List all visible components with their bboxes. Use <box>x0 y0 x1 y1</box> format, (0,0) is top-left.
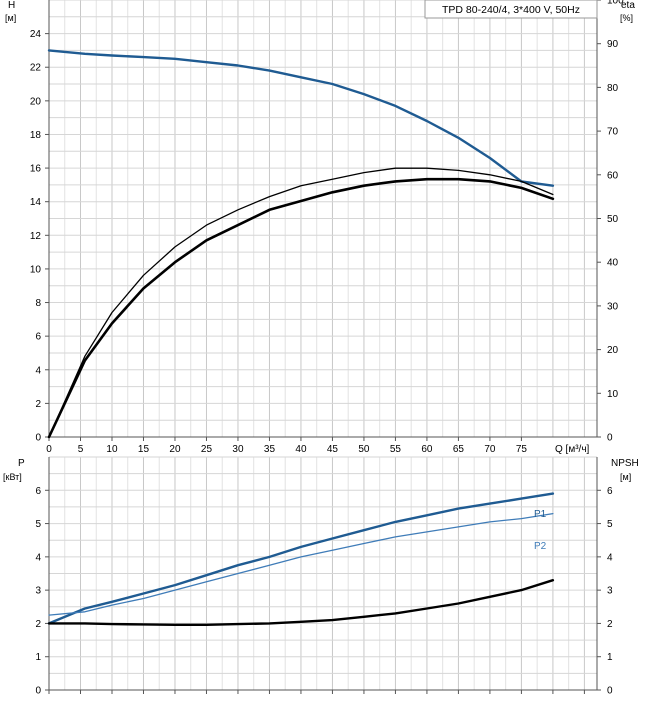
bottom-right-axis-unit: [м] <box>620 472 631 482</box>
bottom-curve-1 <box>48 512 554 616</box>
bottom-right-tick-label: 1 <box>607 652 613 663</box>
series-label-p1: P1 <box>534 509 547 520</box>
top-left-axis-label: H <box>8 0 15 11</box>
bottom-left-tick-label: 3 <box>35 586 41 597</box>
top-right-tick-label: 80 <box>607 83 619 94</box>
bottom-left-tick-label: 5 <box>35 519 41 530</box>
bottom-left-tick-label: 0 <box>35 686 41 697</box>
top-x-tick-label: 75 <box>516 444 528 455</box>
top-left-tick-label: 22 <box>30 63 42 74</box>
top-right-tick-label: 20 <box>607 345 619 356</box>
top-left-axis-unit: [м] <box>5 13 16 23</box>
top-x-tick-label: 70 <box>484 444 496 455</box>
bottom-chart-labels: P [кВт] NPSH [м] P1 P2 <box>3 458 639 552</box>
top-right-tick-label: 30 <box>607 301 619 312</box>
top-right-tick-label: 50 <box>607 214 619 225</box>
bottom-left-tick-label: 2 <box>35 619 41 630</box>
top-chart-grid: 0246810121416182022240102030405060708090… <box>30 0 624 455</box>
top-chart-curves <box>47 49 555 439</box>
top-right-tick-label: 100 <box>607 0 624 7</box>
bottom-right-tick-label: 4 <box>607 552 613 563</box>
bottom-left-tick-label: 1 <box>35 652 41 663</box>
top-curve-1 <box>48 167 554 438</box>
top-right-tick-label: 0 <box>607 433 613 444</box>
top-x-tick-label: 50 <box>358 444 370 455</box>
top-x-tick-label: 5 <box>78 444 84 455</box>
top-x-tick-label: 55 <box>390 444 402 455</box>
top-curve-2 <box>47 177 555 439</box>
top-right-axis-label: eta <box>621 0 635 11</box>
top-x-tick-label: 25 <box>201 444 213 455</box>
bottom-chart-curves <box>47 492 555 626</box>
top-x-tick-label: 0 <box>46 444 52 455</box>
top-x-tick-label: 15 <box>138 444 150 455</box>
bottom-right-tick-label: 2 <box>607 619 613 630</box>
top-x-tick-label: 30 <box>232 444 244 455</box>
top-left-tick-label: 2 <box>35 399 41 410</box>
bottom-curve-0 <box>47 492 555 625</box>
top-right-tick-label: 40 <box>607 258 619 269</box>
top-left-tick-label: 6 <box>35 332 41 343</box>
bottom-right-tick-label: 6 <box>607 486 613 497</box>
bottom-left-axis-unit: [кВт] <box>3 472 22 482</box>
top-right-axis-unit: [%] <box>620 13 633 23</box>
top-left-tick-label: 0 <box>35 433 41 444</box>
top-left-tick-label: 4 <box>35 365 41 376</box>
top-chart-labels: TPD 80-240/4, 3*400 V, 50Hz H [м] eta [%… <box>5 0 635 455</box>
top-left-tick-label: 24 <box>30 29 42 40</box>
top-x-tick-label: 20 <box>169 444 181 455</box>
top-right-tick-label: 60 <box>607 170 619 181</box>
top-left-tick-label: 8 <box>35 298 41 309</box>
top-left-tick-label: 12 <box>30 231 42 242</box>
top-left-tick-label: 18 <box>30 130 42 141</box>
chart-title: TPD 80-240/4, 3*400 V, 50Hz <box>442 4 580 16</box>
series-label-p2: P2 <box>534 541 547 552</box>
top-x-tick-label: 10 <box>106 444 118 455</box>
top-right-tick-label: 70 <box>607 127 619 138</box>
top-right-tick-label: 90 <box>607 39 619 50</box>
bottom-right-axis-label: NPSH <box>611 458 639 469</box>
bottom-left-tick-label: 4 <box>35 552 41 563</box>
top-left-tick-label: 14 <box>30 197 42 208</box>
bottom-right-tick-label: 3 <box>607 586 613 597</box>
bottom-left-tick-label: 6 <box>35 486 41 497</box>
chart-title-box <box>424 0 598 19</box>
top-right-tick-label: 10 <box>607 389 619 400</box>
top-left-tick-label: 20 <box>30 96 42 107</box>
x-axis-label: Q [м³/ч] <box>555 444 590 455</box>
top-curve-0 <box>47 49 555 187</box>
bottom-chart-grid: 0 1 2 3 4 5 6 0 1 2 3 4 5 6 <box>35 456 613 697</box>
top-x-tick-label: 40 <box>295 444 307 455</box>
bottom-right-tick-label: 0 <box>607 686 613 697</box>
top-left-tick-label: 10 <box>30 264 42 275</box>
top-left-tick-label: 16 <box>30 164 42 175</box>
bottom-curve-2 <box>47 579 555 626</box>
bottom-left-axis-label: P <box>18 458 25 469</box>
top-x-tick-label: 45 <box>327 444 339 455</box>
top-x-tick-label: 35 <box>264 444 276 455</box>
top-x-tick-label: 65 <box>453 444 465 455</box>
top-x-tick-label: 60 <box>421 444 433 455</box>
bottom-right-tick-label: 5 <box>607 519 613 530</box>
